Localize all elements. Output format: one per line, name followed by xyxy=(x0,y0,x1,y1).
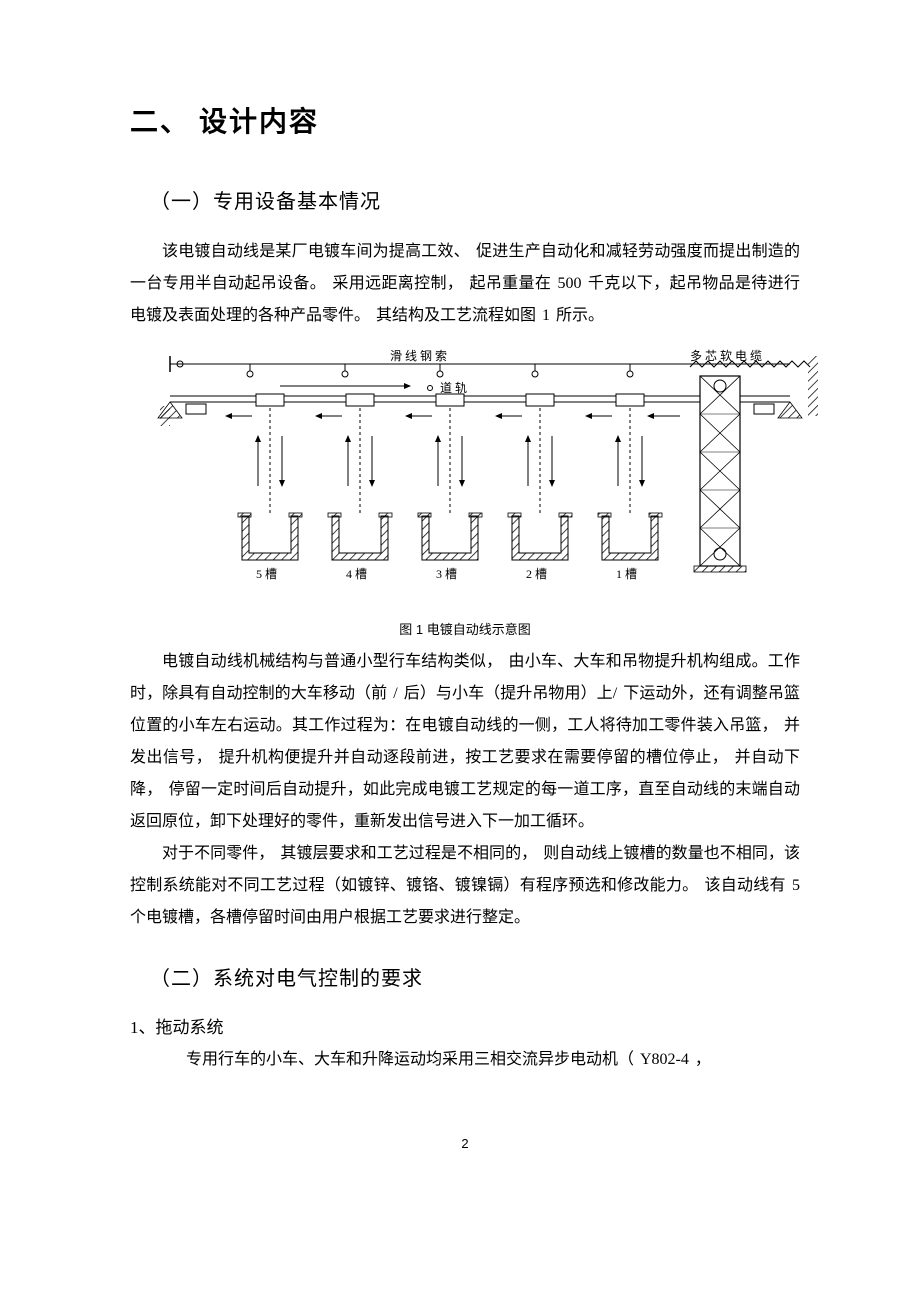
svg-text:1 槽: 1 槽 xyxy=(616,567,637,581)
svg-text:5 槽: 5 槽 xyxy=(256,567,277,581)
svg-text:4 槽: 4 槽 xyxy=(346,567,367,581)
svg-text:2 槽: 2 槽 xyxy=(526,567,547,581)
svg-text:滑 线 钢 索: 滑 线 钢 索 xyxy=(390,349,447,363)
heading-1: 二、 设计内容 xyxy=(130,100,800,140)
figure-1: 滑 线 钢 索 多 芯 软 电 缆道 轨 5 槽 4 槽 3 槽 2 槽 1 槽 xyxy=(130,346,800,611)
paragraph-1: 该电镀自动线是某厂电镀车间为提高工效、 促进生产自动化和减轻劳动强度而提出制造的… xyxy=(130,236,800,332)
heading-2-section-1: （一）专用设备基本情况 xyxy=(150,185,800,214)
figure-1-caption: 图 1 电镀自动线示意图 xyxy=(130,619,800,638)
paragraph-4: 专用行车的小车、大车和升降运动均采用三相交流异步电动机（ Y802-4 ， xyxy=(130,1044,800,1076)
svg-text:多 芯 软 电 缆: 多 芯 软 电 缆 xyxy=(690,349,762,363)
page-number: 2 xyxy=(130,1136,800,1151)
paragraph-3: 对于不同零件， 其镀层要求和工艺过程是不相同的， 则自动线上镀槽的数量也不相同，… xyxy=(130,838,800,934)
svg-text:3 槽: 3 槽 xyxy=(436,567,457,581)
electroplating-line-diagram: 滑 线 钢 索 多 芯 软 电 缆道 轨 5 槽 4 槽 3 槽 2 槽 1 槽 xyxy=(130,346,830,606)
heading-2-section-2: （二）系统对电气控制的要求 xyxy=(150,962,800,991)
svg-text:道 轨: 道 轨 xyxy=(440,381,467,395)
heading-3-drag-system: 1、拖动系统 xyxy=(130,1013,800,1038)
paragraph-2: 电镀自动线机械结构与普通小型行车结构类似， 由小车、大车和吊物提升机构组成。工作… xyxy=(130,646,800,838)
